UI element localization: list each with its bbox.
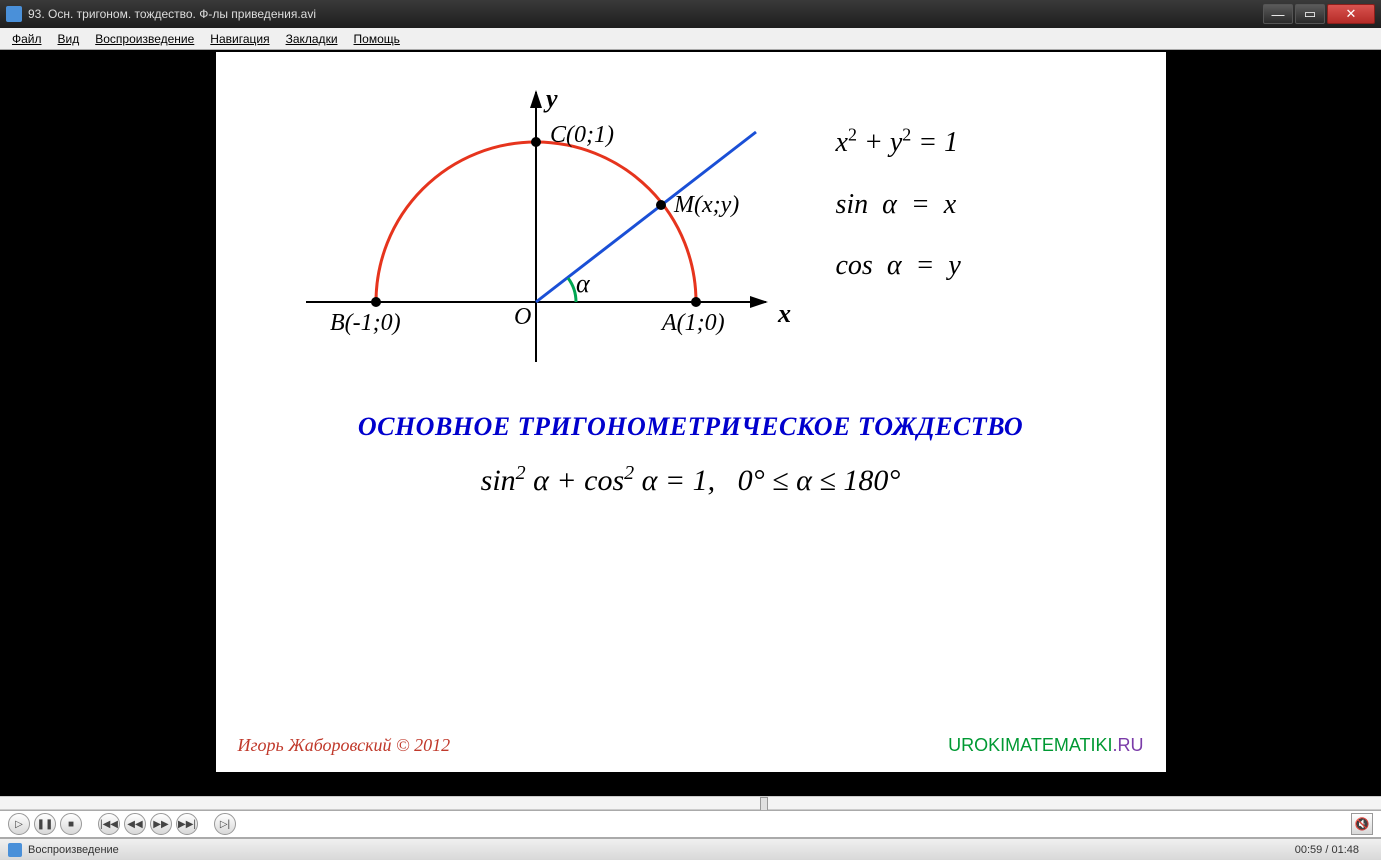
credit-author: Игорь Жаборовский © 2012 [238,735,451,756]
credit-site: UROKIMATEMATIKI.RU [948,735,1143,756]
credit-site-tail: .RU [1113,735,1144,755]
point-b-label: B(-1;0) [330,310,401,336]
axis-x-label: x [777,299,791,328]
slide-heading: ОСНОВНОЕ ТРИГОНОМЕТРИЧЕСКОЕ ТОЖДЕСТВО [216,412,1166,442]
step-button[interactable]: ▷| [214,813,236,835]
point-c-label: C(0;1) [550,122,614,148]
playback-controls: ▷ ❚❚ ■ |◀◀ ◀◀ ▶▶ ▶▶| ▷| 🔇 [0,810,1381,838]
point-a-label: A(1;0) [660,310,725,336]
minimize-button[interactable]: — [1263,4,1293,24]
seek-bar[interactable] [0,796,1381,810]
menu-bar: Файл Вид Воспроизведение Навигация Закла… [0,28,1381,50]
window-titlebar: 93. Осн. тригоном. тождество. Ф-лы приве… [0,0,1381,28]
mute-button[interactable]: 🔇 [1351,813,1373,835]
equation-cos: cos α = y [836,235,961,297]
stop-button[interactable]: ■ [60,813,82,835]
credit-site-main: UROKIMATEMATIKI [948,735,1112,755]
seek-thumb[interactable] [760,797,768,811]
status-bar: Воспроизведение 00:59 / 01:48 [0,838,1381,860]
identity-formula: sin2 α + cos2 α = 1, 0° ≤ α ≤ 180° [216,462,1166,498]
next-file-button[interactable]: ▶▶| [176,813,198,835]
close-button[interactable]: ✕ [1327,4,1375,24]
pause-button[interactable]: ❚❚ [34,813,56,835]
status-time: 00:59 / 01:48 [1295,844,1359,856]
prev-file-button[interactable]: |◀◀ [98,813,120,835]
point-m-label: M(x;y) [673,192,739,218]
equation-sin: sin α = x [836,174,961,236]
status-text: Воспроизведение [28,844,119,856]
angle-label: α [576,269,591,298]
slide: y x O α C(0;1) M(x;y) A(1;0) B(-1;0) x2 … [216,52,1166,772]
menu-view[interactable]: Вид [50,30,88,48]
prev-button[interactable]: ◀◀ [124,813,146,835]
equation-circle: x2 + y2 = 1 [836,112,961,174]
menu-bookmarks[interactable]: Закладки [278,30,346,48]
maximize-button[interactable]: ▭ [1295,4,1325,24]
menu-file[interactable]: Файл [4,30,50,48]
origin-label: O [514,304,531,330]
menu-playback[interactable]: Воспроизведение [87,30,202,48]
play-button[interactable]: ▷ [8,813,30,835]
unit-circle-diagram: y x O α C(0;1) M(x;y) A(1;0) B(-1;0) [266,62,806,382]
axis-y-label: y [543,84,558,113]
video-area: y x O α C(0;1) M(x;y) A(1;0) B(-1;0) x2 … [0,50,1381,810]
equations-block: x2 + y2 = 1 sin α = x cos α = y [836,112,961,297]
app-icon [6,6,22,22]
menu-help[interactable]: Помощь [346,30,408,48]
status-icon [8,843,22,857]
menu-navigation[interactable]: Навигация [202,30,277,48]
next-button[interactable]: ▶▶ [150,813,172,835]
window-title: 93. Осн. тригоном. тождество. Ф-лы приве… [28,7,1263,21]
